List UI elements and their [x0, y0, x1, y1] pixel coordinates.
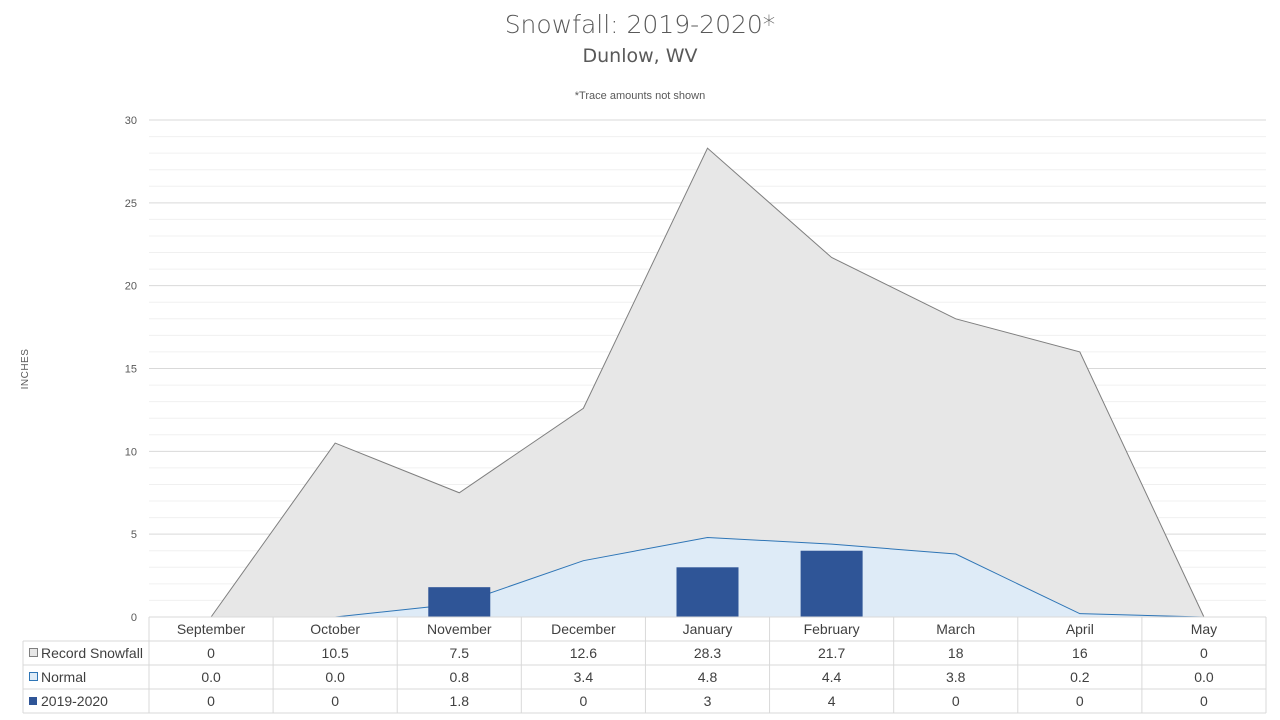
data-label: 0.2: [1070, 669, 1090, 685]
data-label: 1.8: [450, 693, 470, 709]
data-label: 7.5: [450, 645, 470, 661]
chart-note: *Trace amounts not shown: [574, 90, 706, 102]
y-tick-label: 30: [125, 115, 137, 127]
data-label: 28.3: [694, 645, 721, 661]
data-label: 4.4: [822, 669, 842, 685]
data-label: 21.7: [818, 645, 845, 661]
line-normal: [211, 536, 1204, 618]
data-label: 4.8: [698, 669, 718, 685]
data-label: 4: [828, 693, 836, 709]
data-label: 16: [1072, 645, 1088, 661]
y-tick-label: 0: [131, 612, 137, 624]
data-label: 0: [952, 693, 960, 709]
legend-label: Normal: [41, 669, 86, 685]
area-record-snowfall: [211, 148, 1204, 617]
legend-label: 2019-2020: [41, 693, 108, 709]
x-tick-label: November: [427, 621, 492, 637]
x-tick-label: April: [1066, 621, 1094, 637]
data-label: 0: [207, 645, 215, 661]
data-label: 0: [1200, 693, 1208, 709]
data-label: 0: [1076, 693, 1084, 709]
data-label: 0: [579, 693, 587, 709]
data-label: 10.5: [322, 645, 349, 661]
bar-november: [428, 587, 491, 617]
x-tick-label: January: [683, 621, 733, 637]
x-tick-label: March: [936, 621, 975, 637]
y-tick-label: 20: [125, 281, 137, 293]
data-label: 3: [704, 693, 712, 709]
x-tick-label: October: [310, 621, 360, 637]
y-tick-label: 25: [125, 198, 137, 210]
data-label: 0.8: [450, 669, 470, 685]
data-label: 18: [948, 645, 964, 661]
legend-label: Record Snowfall: [41, 645, 143, 661]
x-tick-label: September: [177, 621, 246, 637]
data-label: 0.0: [1194, 669, 1214, 685]
data-label: 0: [331, 693, 339, 709]
y-tick-label: 10: [125, 446, 137, 458]
data-label: 0: [207, 693, 215, 709]
x-tick-label: December: [551, 621, 616, 637]
data-label: 3.8: [946, 669, 966, 685]
x-tick-label: February: [804, 621, 860, 637]
y-tick-label: 15: [125, 364, 137, 376]
y-tick-label: 5: [131, 529, 137, 541]
bar-february: [800, 550, 863, 617]
chart-subtitle: Dunlow, WV: [582, 45, 698, 67]
data-label: 0: [1200, 645, 1208, 661]
y-axis-label: INCHES: [20, 349, 31, 390]
chart-title: Snowfall: 2019-2020*: [504, 10, 776, 39]
x-tick-label: May: [1191, 621, 1217, 637]
data-label: 0.0: [325, 669, 345, 685]
bar-january: [676, 567, 739, 617]
data-label: 3.4: [574, 669, 594, 685]
line-record-snowfall: [210, 147, 1205, 618]
legend-key: [29, 672, 38, 681]
legend-key: [29, 648, 38, 657]
legend-key: [29, 697, 37, 705]
data-label: 0.0: [201, 669, 221, 685]
data-label: 12.6: [570, 645, 597, 661]
